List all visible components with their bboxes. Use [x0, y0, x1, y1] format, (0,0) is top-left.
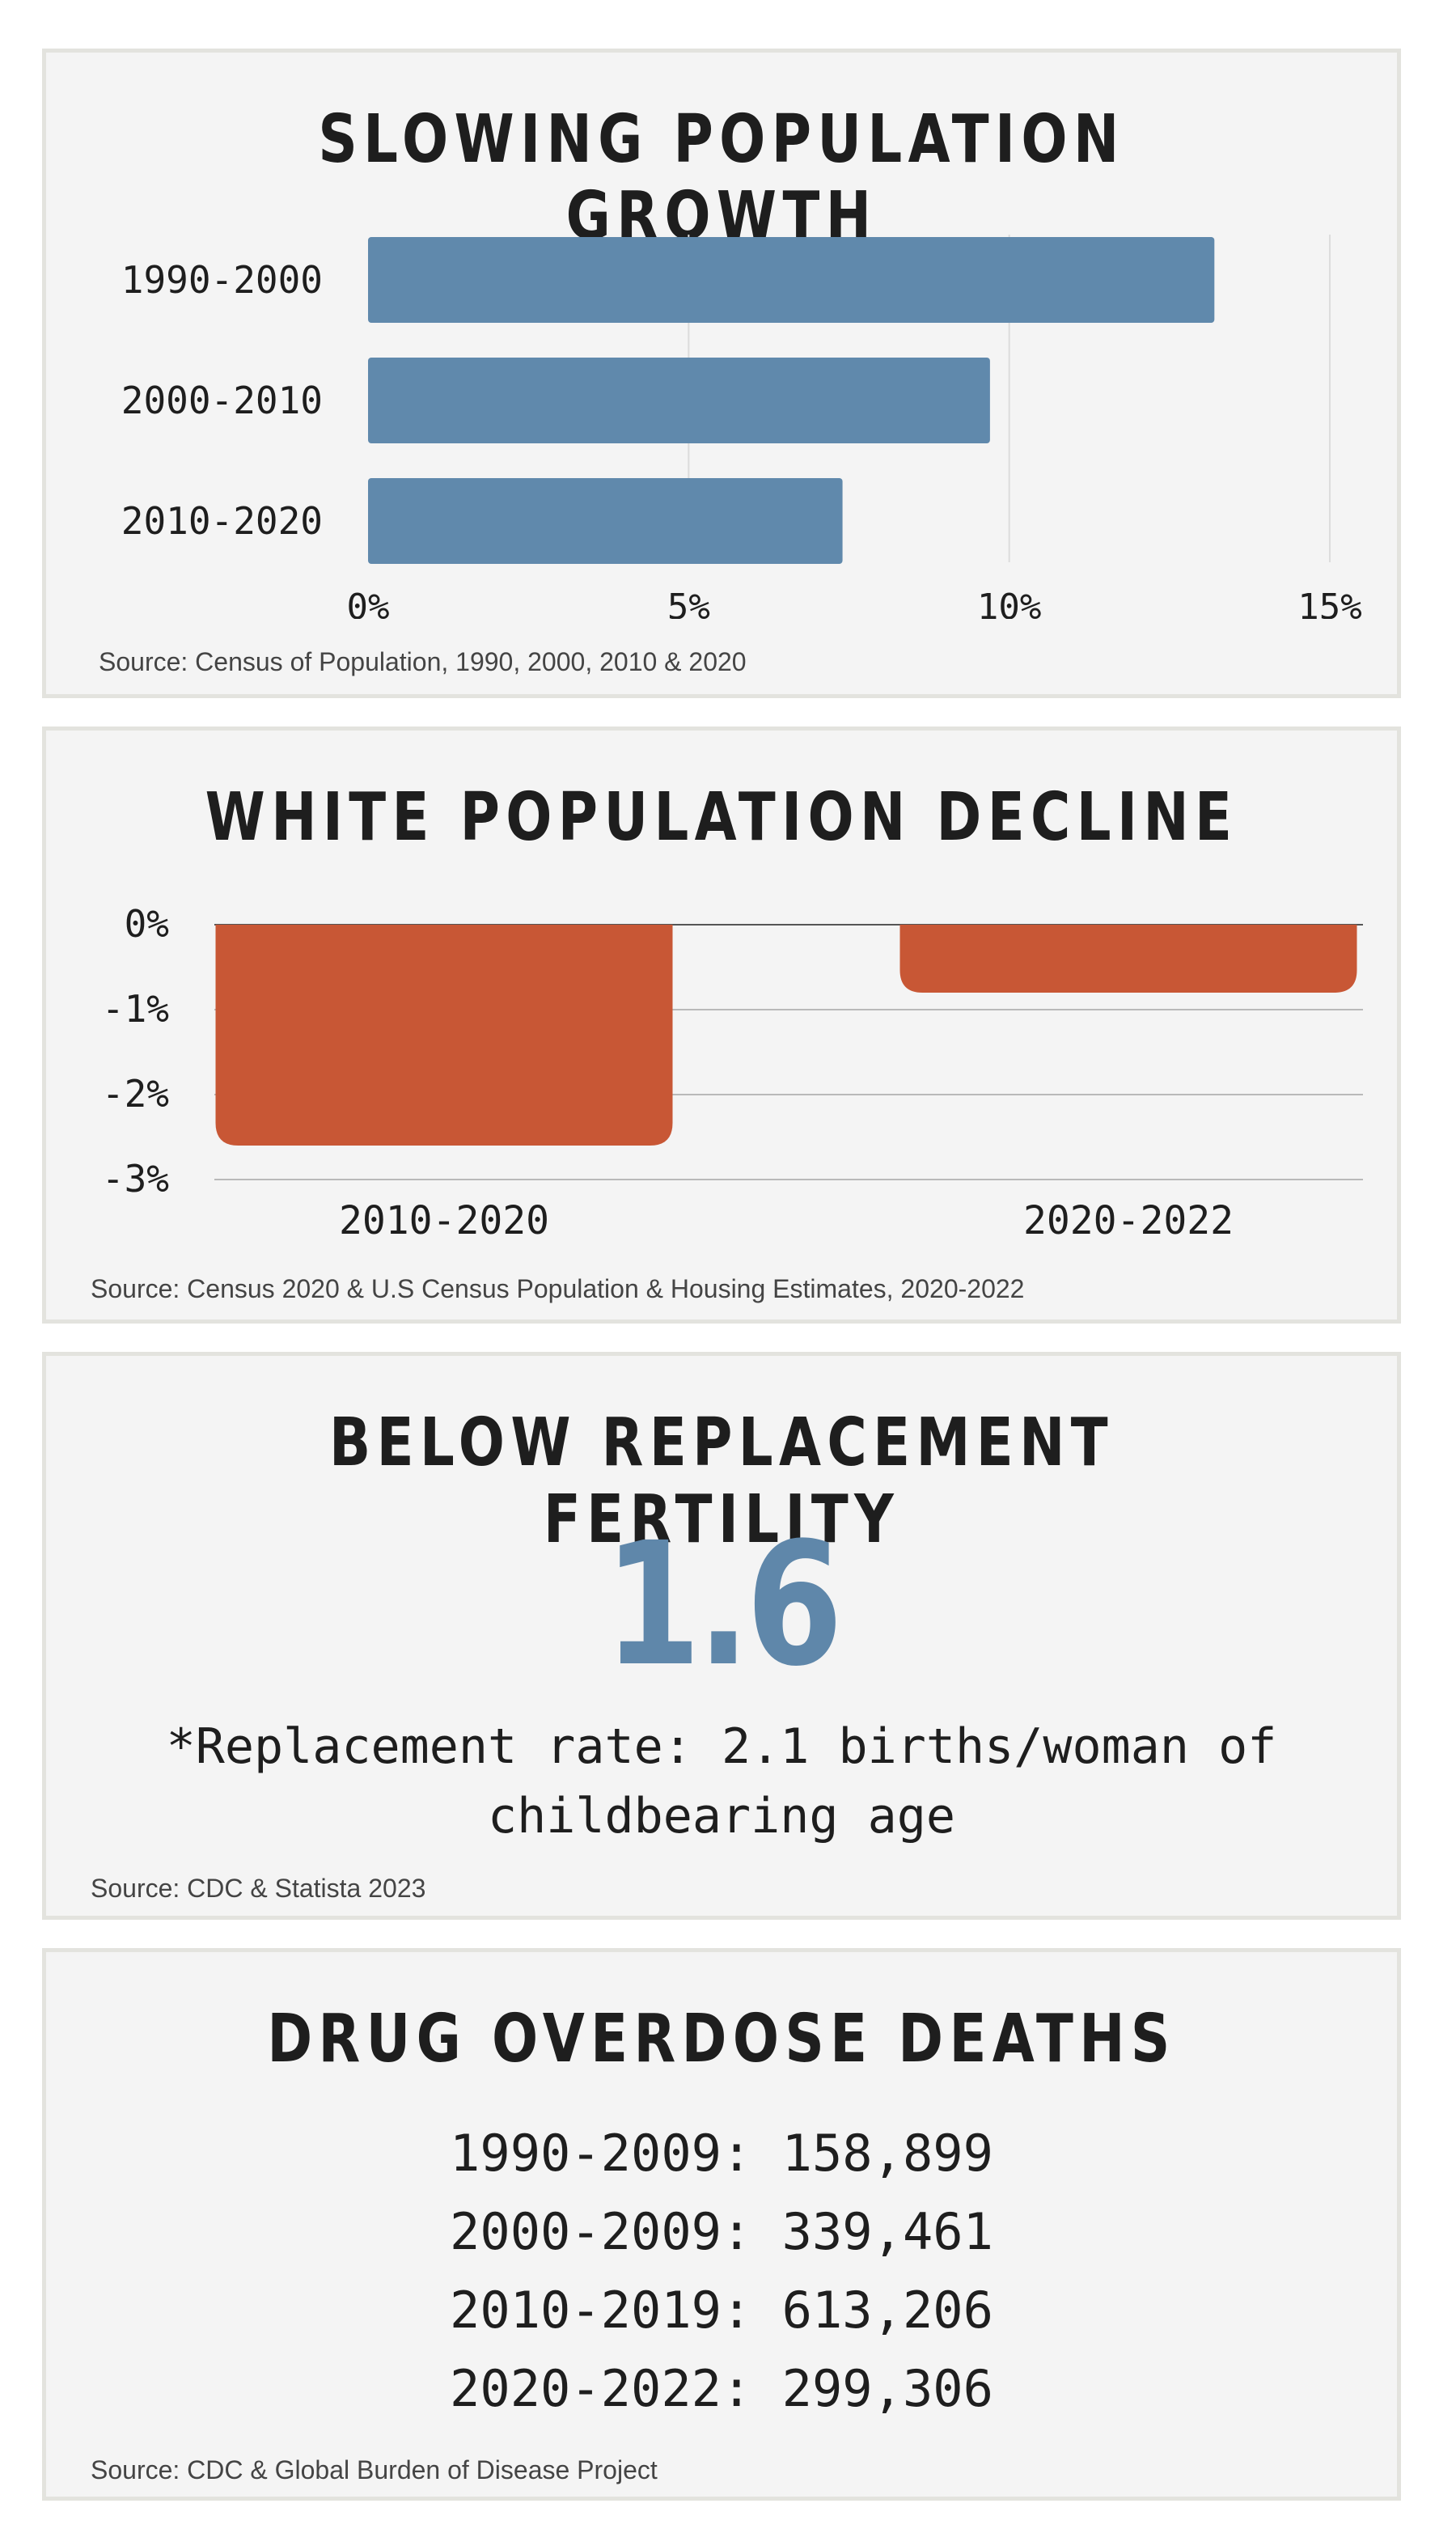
population-decline-chart: 0% -1% -2% -3% 2010-2020 2020-2022	[102, 902, 1363, 1243]
y-tick-label: -2%	[102, 1072, 169, 1116]
population-growth-chart: 0% 5% 10% 15% 1990-2000 2000-2010 2010-2020	[121, 235, 1362, 619]
x-category-label: 2010-2020	[339, 1198, 549, 1243]
x-tick-label: 0%	[347, 587, 390, 619]
y-category-label: 2000-2010	[121, 379, 323, 422]
list-item: 2010-2019: 613,206	[450, 2281, 993, 2340]
population-decline-panel: WHITE POPULATION DECLINE 0% -1% -2% -3% 2010…	[42, 726, 1401, 1324]
bar	[899, 925, 1357, 993]
y-tick-label: 0%	[125, 902, 169, 946]
population-growth-panel: SLOWING POPULATION GROWTH 0% 5% 10% 15% 1990…	[42, 49, 1401, 698]
list-item: 1990-2009: 158,899	[450, 2124, 993, 2183]
source-note: Source: CDC & Global Burden of Disease P…	[91, 2455, 658, 2484]
overdose-panel: DRUG OVERDOSE DEATHS 1990-2009: 158,899 …	[42, 1948, 1401, 2501]
panel-title: BELOW REPLACEMENT FERTILITY	[329, 1404, 1114, 1558]
chart-title: SLOWING POPULATION GROWTH	[318, 101, 1125, 255]
x-tick-label: 10%	[977, 587, 1041, 619]
x-category-label: 2020-2022	[1023, 1198, 1234, 1243]
note-line-1: *Replacement rate: 2.1 births/woman of	[166, 1718, 1277, 1775]
x-tick-label: 15%	[1297, 587, 1361, 619]
bar	[368, 237, 1215, 323]
overdose-list: 1990-2009: 158,899 2000-2009: 339,461 20…	[46, 2114, 1397, 2428]
source-note: Source: CDC & Statista 2023	[91, 1874, 426, 1903]
chart-title: WHITE POPULATION DECLINE	[205, 779, 1238, 856]
source-note: Source: Census 2020 & U.S Census Populat…	[91, 1274, 1025, 1303]
list-item: 2020-2022: 299,306	[450, 2359, 993, 2418]
y-tick-label: -3%	[102, 1157, 169, 1201]
panel-title: DRUG OVERDOSE DEATHS	[267, 2001, 1176, 2078]
x-tick-label: 5%	[667, 587, 710, 619]
y-category-label: 1990-2000	[121, 258, 323, 302]
replacement-rate-note: *Replacement rate: 2.1 births/woman of c…	[46, 1712, 1397, 1851]
fertility-panel: BELOW REPLACEMENT FERTILITY 1.6 *Replace…	[42, 1352, 1401, 1920]
bar	[215, 925, 673, 1146]
y-category-label: 2010-2020	[121, 499, 323, 543]
y-tick-label: -1%	[102, 987, 169, 1031]
note-line-2: childbearing age	[488, 1788, 955, 1845]
source-note: Source: Census of Population, 1990, 2000…	[99, 647, 747, 676]
bar	[368, 478, 843, 564]
list-item: 2000-2009: 339,461	[450, 2202, 993, 2261]
fertility-rate-value: 1.6	[603, 1506, 843, 1704]
bar	[368, 358, 990, 443]
